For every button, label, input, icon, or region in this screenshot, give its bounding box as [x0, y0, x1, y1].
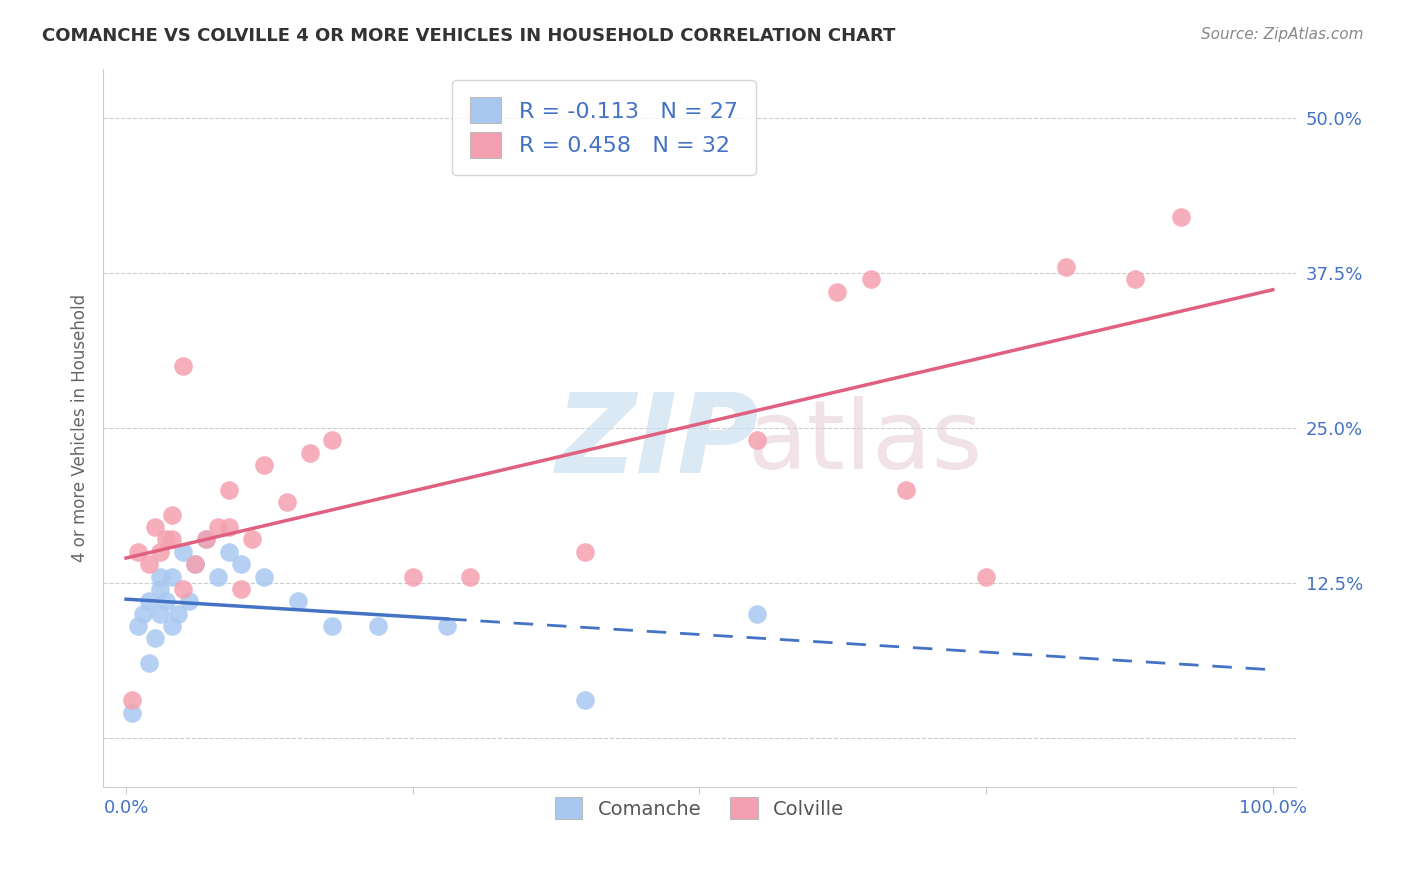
Point [143, 520, 166, 534]
Point [160, 533, 183, 547]
Legend: Comanche, Colville: Comanche, Colville [538, 781, 859, 835]
Text: COMANCHE VS COLVILLE 4 OR MORE VEHICLES IN HOUSEHOLD CORRELATION CHART: COMANCHE VS COLVILLE 4 OR MORE VEHICLES … [42, 27, 896, 45]
Point [138, 557, 160, 571]
Point [172, 359, 194, 373]
Point [143, 632, 166, 646]
Point [149, 607, 172, 621]
Point [321, 434, 343, 448]
Text: ZIP: ZIP [557, 389, 759, 496]
Point [229, 557, 252, 571]
Point [253, 458, 276, 472]
Point [367, 619, 389, 633]
Point [184, 557, 207, 571]
Text: atlas: atlas [747, 396, 983, 489]
Point [218, 520, 240, 534]
Point [218, 545, 240, 559]
Point [894, 483, 917, 497]
Point [179, 594, 201, 608]
Point [127, 619, 149, 633]
Point [276, 495, 298, 509]
Point [160, 619, 183, 633]
Point [253, 569, 276, 583]
Point [207, 520, 229, 534]
Point [160, 569, 183, 583]
Point [138, 657, 160, 671]
Point [138, 594, 160, 608]
Point [825, 285, 848, 299]
Point [207, 569, 229, 583]
Point [745, 434, 768, 448]
Point [184, 557, 207, 571]
Point [149, 545, 172, 559]
Point [287, 594, 309, 608]
Text: Source: ZipAtlas.com: Source: ZipAtlas.com [1201, 27, 1364, 42]
Point [1123, 272, 1146, 286]
Point [240, 533, 263, 547]
Point [155, 533, 177, 547]
Point [1170, 211, 1192, 225]
Point [166, 607, 188, 621]
Point [1054, 260, 1077, 274]
Point [121, 706, 143, 720]
Point [195, 533, 218, 547]
Point [172, 582, 194, 596]
Point [298, 445, 321, 459]
Point [860, 272, 883, 286]
Point [229, 582, 252, 596]
Point [574, 693, 596, 707]
Point [458, 569, 481, 583]
Point [218, 483, 240, 497]
Point [155, 594, 177, 608]
Point [149, 582, 172, 596]
Point [121, 693, 143, 707]
Point [402, 569, 425, 583]
Point [127, 545, 149, 559]
Point [149, 569, 172, 583]
Point [745, 607, 768, 621]
Point [160, 508, 183, 522]
Point [172, 545, 194, 559]
Point [574, 545, 596, 559]
Point [436, 619, 458, 633]
Point [132, 607, 155, 621]
Point [321, 619, 343, 633]
Y-axis label: 4 or more Vehicles in Household: 4 or more Vehicles in Household [72, 293, 89, 562]
Point [195, 533, 218, 547]
Point [974, 569, 997, 583]
